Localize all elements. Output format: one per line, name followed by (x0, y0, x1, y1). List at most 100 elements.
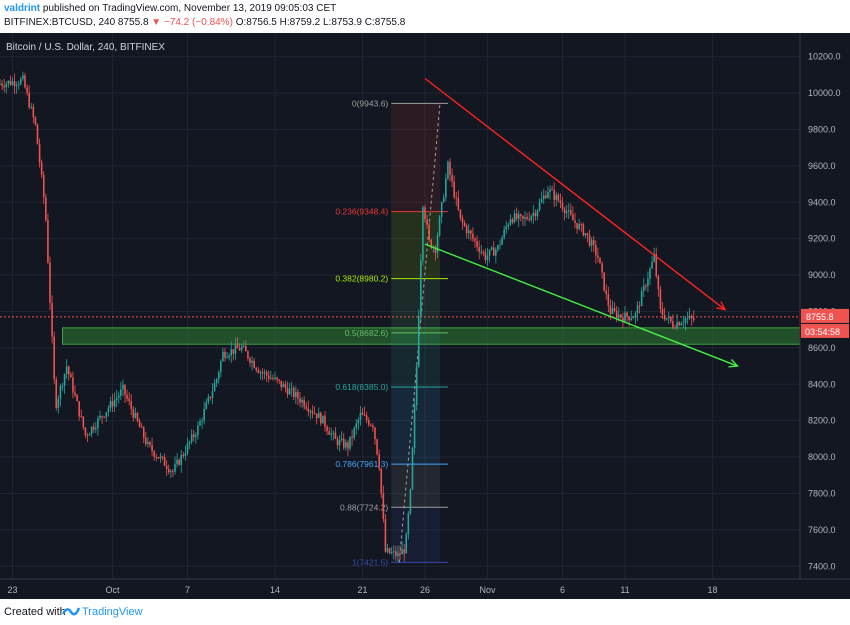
candle-body (151, 444, 153, 452)
candle-body (430, 239, 433, 248)
candle-body (245, 345, 247, 352)
candle-body (620, 314, 622, 318)
time-axis[interactable]: 23 Oct 7 14 21 26 Nov 6 11 18 (7, 585, 717, 595)
last-price: 8755.8 (117, 17, 149, 28)
candle-body (213, 383, 216, 392)
candle-body (378, 454, 380, 469)
candle-body (22, 75, 24, 79)
candle-body (84, 427, 87, 436)
candle-body (574, 220, 576, 223)
candle-body (330, 433, 333, 435)
fib-trend-line (398, 103, 441, 563)
candle-body (549, 189, 551, 192)
candle-body (399, 552, 401, 555)
candle-body (492, 247, 495, 256)
candle-body (657, 276, 660, 290)
fib-level-label: 0.786(7961.3) (335, 459, 388, 469)
candle-body (551, 189, 553, 191)
candle-body (576, 222, 578, 229)
candle-body (61, 385, 64, 387)
candle-body (292, 388, 295, 398)
grid-lines (0, 33, 800, 579)
candle-body (109, 401, 112, 409)
candle-body (170, 471, 172, 473)
candle-body (484, 252, 487, 261)
candle-body (138, 420, 141, 428)
candle-body (342, 438, 345, 448)
candle-body (230, 349, 233, 356)
candle-body (388, 548, 391, 554)
candle-body (211, 391, 214, 398)
fib-band (391, 386, 440, 465)
candle-body (567, 210, 570, 212)
candle-body (174, 464, 176, 472)
candle-body (505, 226, 508, 230)
candle-body (297, 391, 299, 399)
candle-body (182, 454, 185, 456)
candle-body (509, 219, 512, 225)
candle-body (207, 396, 210, 403)
candle-body (480, 251, 483, 253)
candle-body (624, 312, 626, 322)
fib-level-label: 0.382(8980.2) (335, 274, 388, 284)
candle-body (190, 434, 193, 442)
price-tick-label: 10000.0 (808, 88, 841, 98)
candle-body (428, 224, 430, 240)
candle-body (147, 442, 149, 445)
candle-body (274, 377, 276, 379)
candle-body (38, 144, 41, 163)
candle-body (13, 81, 16, 87)
chart-area[interactable]: 0(9943.6) 0.236(9348.4) 0.382(8980.2) 0.5(8… (0, 33, 850, 599)
candle-body (176, 459, 178, 465)
candle-body (42, 174, 45, 198)
fib-band (391, 278, 440, 333)
candle-body (7, 80, 10, 84)
candle-body (124, 384, 126, 396)
candle-body (140, 427, 143, 429)
chart-header: valdrint published on TradingView.com, N… (0, 0, 850, 32)
candle-body (630, 318, 633, 320)
time-tick-label: 23 (7, 585, 17, 595)
candle-body (282, 384, 285, 388)
candle-body (588, 235, 591, 246)
countdown-badge (801, 323, 849, 338)
price-chart[interactable]: 0(9943.6) 0.236(9348.4) 0.382(8980.2) 0.5(8… (0, 33, 850, 599)
tradingview-link[interactable]: TradingView (82, 606, 143, 618)
candle-body (340, 438, 343, 440)
candle-body (655, 254, 658, 277)
candle-body (584, 233, 587, 236)
candle-body (409, 489, 412, 514)
fib-band (391, 464, 440, 508)
candle-body (120, 389, 122, 396)
candle-body (376, 439, 378, 455)
candle-body (424, 207, 426, 220)
price-tick-label: 9000.0 (808, 270, 836, 280)
candle-body (126, 395, 128, 399)
price-tick-label: 7400.0 (808, 561, 836, 571)
candle-body (107, 408, 110, 413)
candle-body (495, 249, 497, 256)
candle-body (540, 199, 543, 203)
candle-body (192, 434, 195, 437)
candle-body (303, 399, 305, 407)
author-name[interactable]: valdrint (4, 3, 41, 14)
candlestick-series (0, 71, 695, 563)
fib-band (391, 211, 440, 279)
tradingview-logo-icon[interactable] (61, 604, 81, 621)
chart-footer: Created with TradingView (0, 600, 850, 625)
candle-body (651, 261, 653, 269)
candle-body (676, 322, 678, 329)
candle-body (113, 400, 116, 407)
candle-body (582, 224, 585, 236)
candle-body (513, 213, 516, 223)
candle-body (436, 235, 439, 253)
fib-level-label: 0.5(8682.6) (345, 328, 389, 338)
trendlines[interactable] (424, 77, 739, 368)
candle-body (426, 219, 428, 225)
candle-body (632, 317, 635, 319)
candle-body (545, 195, 547, 198)
candle-body (136, 413, 139, 421)
candle-body (459, 209, 462, 218)
candle-body (72, 377, 74, 393)
candle-body (690, 315, 693, 318)
